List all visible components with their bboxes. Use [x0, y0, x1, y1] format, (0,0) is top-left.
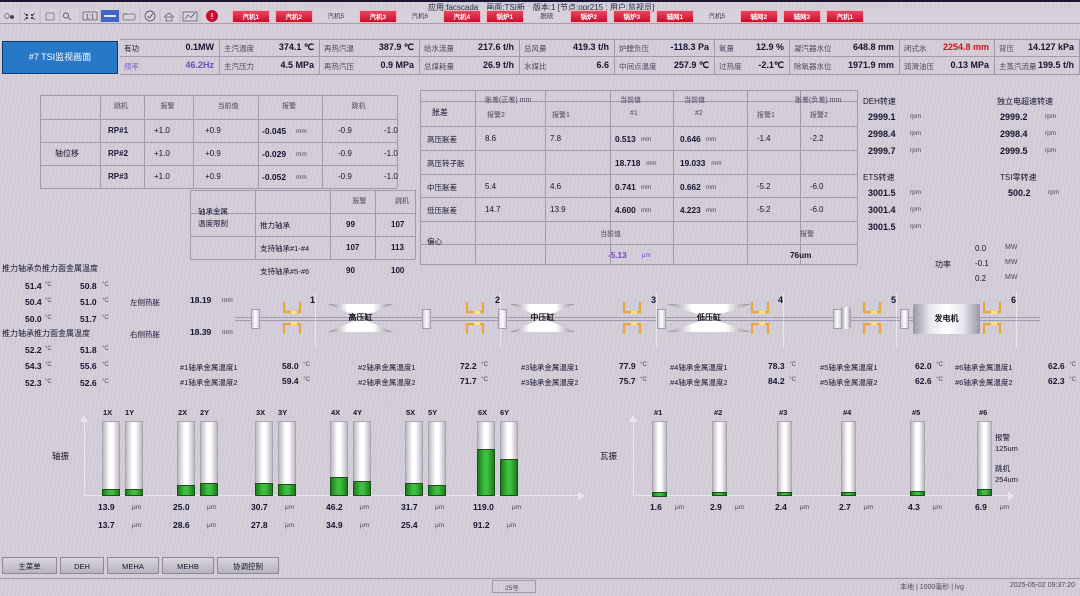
svg-text:1:1: 1:1: [86, 15, 95, 21]
svg-text:!: !: [211, 12, 214, 21]
